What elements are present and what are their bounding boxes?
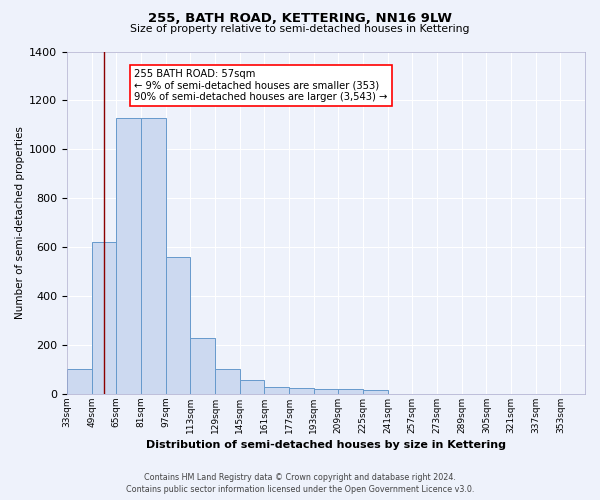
Y-axis label: Number of semi-detached properties: Number of semi-detached properties [15,126,25,319]
Text: 255, BATH ROAD, KETTERING, NN16 9LW: 255, BATH ROAD, KETTERING, NN16 9LW [148,12,452,26]
Bar [289,388,314,394]
Bar [338,389,363,394]
Bar [141,118,166,394]
Bar [166,257,190,394]
Bar [265,386,289,394]
Bar [215,370,239,394]
Text: 255 BATH ROAD: 57sqm
← 9% of semi-detached houses are smaller (353)
90% of semi-: 255 BATH ROAD: 57sqm ← 9% of semi-detach… [134,68,388,102]
Text: Size of property relative to semi-detached houses in Kettering: Size of property relative to semi-detach… [130,24,470,34]
Bar [239,380,265,394]
Bar [314,389,338,394]
Bar [67,370,92,394]
Bar [363,390,388,394]
X-axis label: Distribution of semi-detached houses by size in Kettering: Distribution of semi-detached houses by … [146,440,506,450]
Text: Contains HM Land Registry data © Crown copyright and database right 2024.
Contai: Contains HM Land Registry data © Crown c… [126,473,474,494]
Bar [190,338,215,394]
Bar [116,118,141,394]
Bar [92,242,116,394]
